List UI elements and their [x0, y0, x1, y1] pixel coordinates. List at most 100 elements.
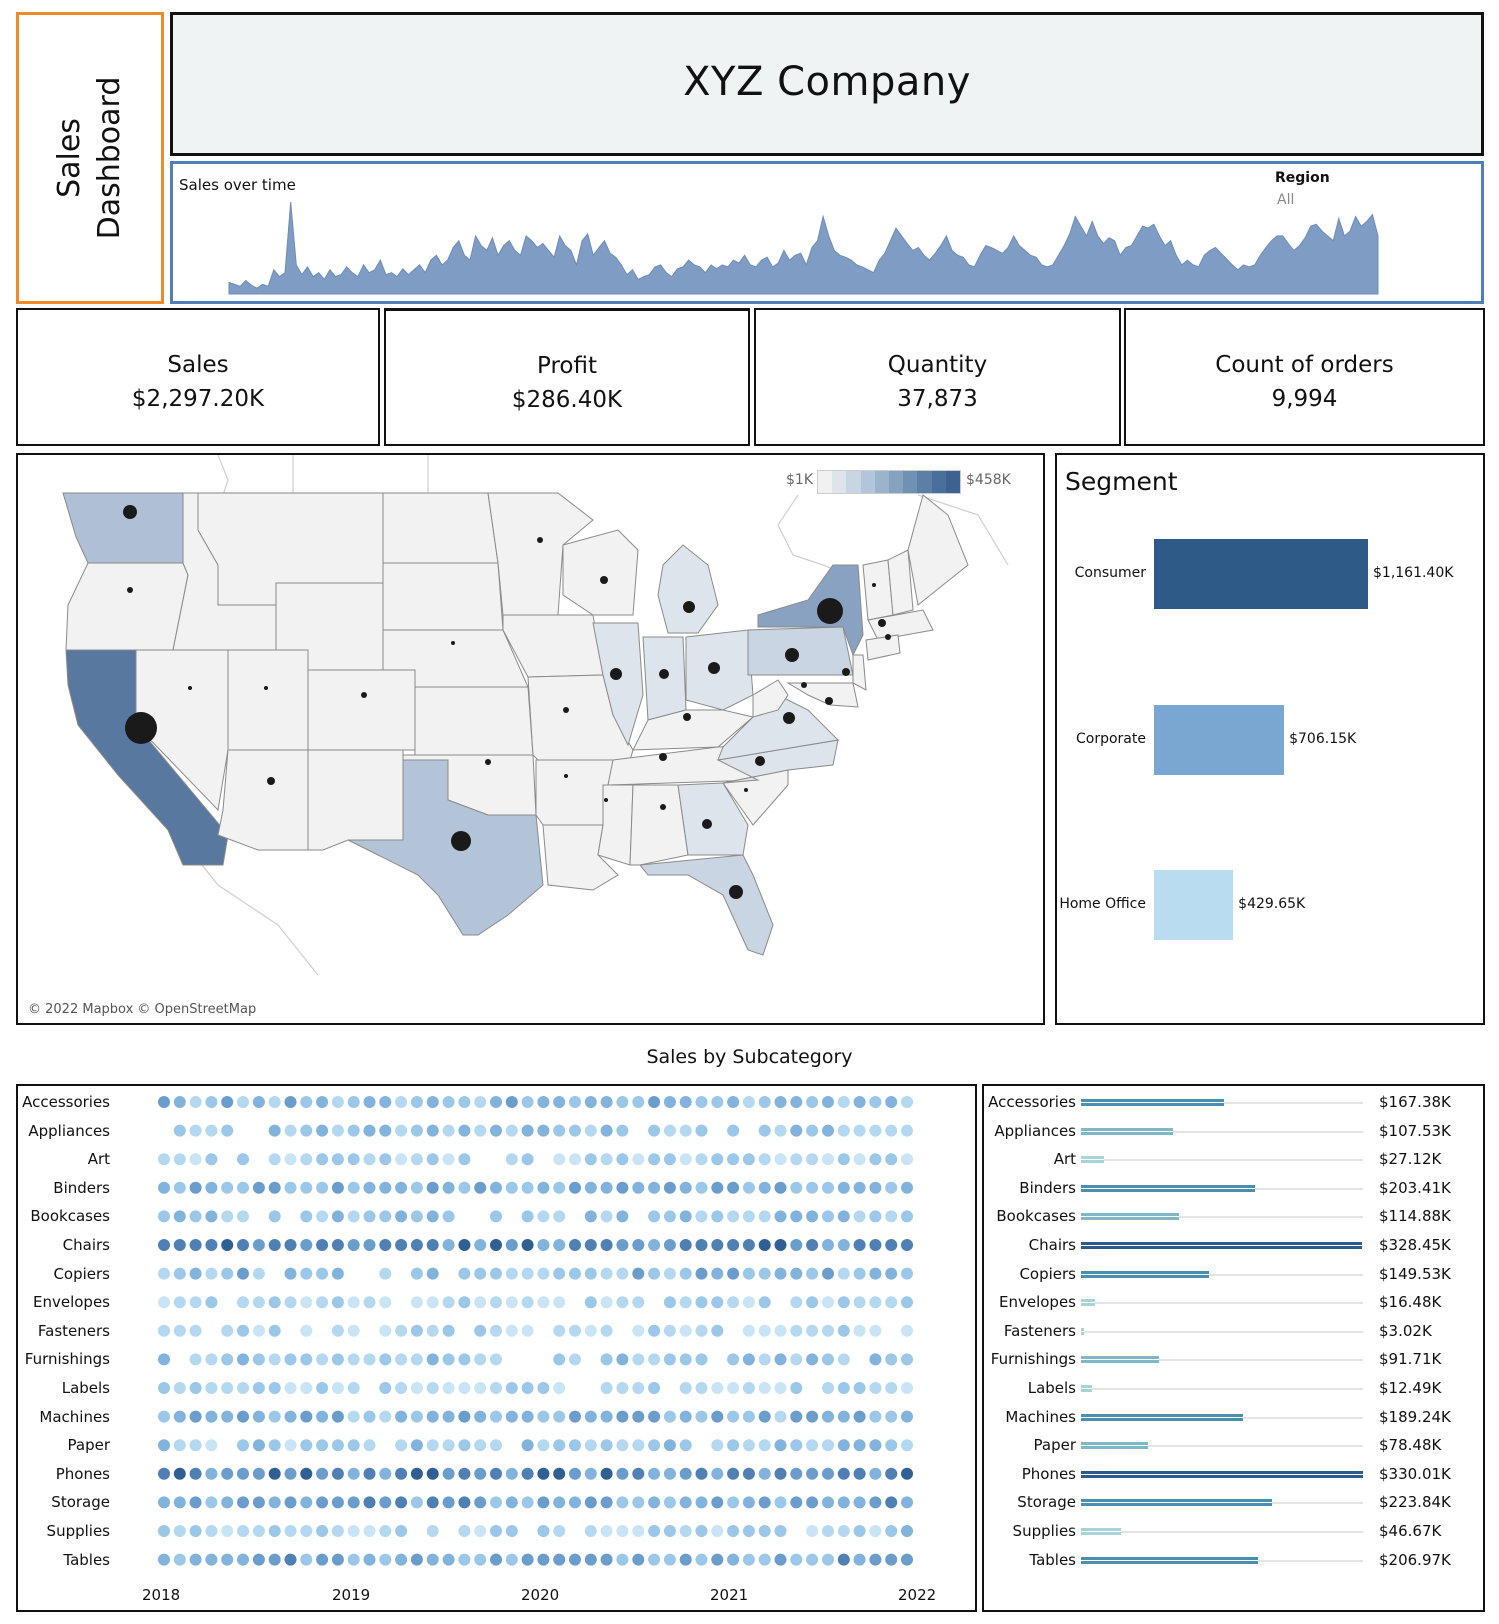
month-sales-dot[interactable] — [853, 1410, 866, 1423]
month-sales-dot[interactable] — [158, 1153, 170, 1166]
month-sales-dot[interactable] — [173, 1267, 186, 1280]
month-sales-dot[interactable] — [158, 1410, 170, 1423]
month-sales-dot[interactable] — [395, 1324, 408, 1337]
subcategory-bar[interactable] — [1081, 1270, 1209, 1278]
month-sales-dot[interactable] — [695, 1267, 708, 1280]
month-sales-dot[interactable] — [837, 1296, 850, 1309]
month-sales-dot[interactable] — [268, 1124, 281, 1137]
state-sales-marker[interactable] — [660, 804, 666, 810]
month-sales-dot[interactable] — [822, 1553, 834, 1566]
month-sales-dot[interactable] — [426, 1353, 439, 1366]
month-sales-dot[interactable] — [490, 1525, 502, 1537]
month-sales-dot[interactable] — [521, 1181, 534, 1194]
month-sales-dot[interactable] — [600, 1267, 613, 1280]
month-sales-dot[interactable] — [474, 1267, 487, 1280]
month-sales-dot[interactable] — [901, 1353, 913, 1366]
month-sales-dot[interactable] — [790, 1239, 803, 1251]
month-sales-dot[interactable] — [173, 1124, 186, 1137]
month-sales-dot[interactable] — [268, 1410, 281, 1423]
month-sales-dot[interactable] — [442, 1296, 455, 1309]
month-sales-dot[interactable] — [648, 1410, 661, 1423]
month-sales-dot[interactable] — [758, 1239, 771, 1251]
month-sales-dot[interactable] — [853, 1181, 866, 1194]
month-sales-dot[interactable] — [885, 1124, 898, 1137]
subcategory-bar[interactable] — [1081, 1413, 1243, 1421]
month-sales-dot[interactable] — [252, 1181, 265, 1194]
month-sales-dot[interactable] — [616, 1525, 629, 1537]
month-sales-dot[interactable] — [458, 1525, 471, 1537]
month-sales-dot[interactable] — [189, 1153, 202, 1166]
month-sales-dot[interactable] — [268, 1210, 281, 1223]
month-sales-dot[interactable] — [727, 1439, 740, 1452]
month-sales-dot[interactable] — [869, 1296, 882, 1309]
month-sales-dot[interactable] — [379, 1239, 392, 1251]
month-sales-dot[interactable] — [885, 1210, 898, 1223]
state-texas[interactable] — [347, 759, 544, 936]
month-sales-dot[interactable] — [458, 1181, 471, 1194]
month-sales-dot[interactable] — [727, 1239, 740, 1251]
month-sales-dot[interactable] — [395, 1496, 408, 1509]
month-sales-dot[interactable] — [663, 1410, 676, 1423]
subcategory-bar[interactable] — [1081, 1242, 1362, 1249]
month-sales-dot[interactable] — [790, 1324, 803, 1337]
month-sales-dot[interactable] — [569, 1124, 581, 1137]
month-sales-dot[interactable] — [490, 1296, 502, 1309]
month-sales-dot[interactable] — [331, 1525, 344, 1537]
month-sales-dot[interactable] — [221, 1382, 234, 1394]
month-sales-dot[interactable] — [331, 1096, 344, 1108]
state-new-mexico[interactable] — [307, 749, 404, 851]
month-sales-dot[interactable] — [774, 1525, 787, 1537]
month-sales-dot[interactable] — [727, 1124, 740, 1137]
month-sales-dot[interactable] — [410, 1324, 423, 1337]
state-sales-marker[interactable] — [451, 831, 471, 851]
month-sales-dot[interactable] — [616, 1496, 629, 1509]
month-sales-dot[interactable] — [837, 1353, 850, 1366]
month-sales-dot[interactable] — [158, 1496, 170, 1509]
month-sales-dot[interactable] — [837, 1239, 850, 1251]
month-sales-dot[interactable] — [853, 1496, 866, 1509]
month-sales-dot[interactable] — [885, 1525, 898, 1537]
month-sales-dot[interactable] — [537, 1124, 550, 1137]
month-sales-dot[interactable] — [569, 1410, 581, 1423]
segment-bar[interactable] — [1154, 870, 1234, 940]
state-sales-marker[interactable] — [659, 669, 669, 679]
month-sales-dot[interactable] — [474, 1439, 487, 1452]
month-sales-dot[interactable] — [695, 1496, 708, 1509]
month-sales-dot[interactable] — [742, 1210, 755, 1223]
month-sales-dot[interactable] — [284, 1382, 297, 1394]
month-sales-dot[interactable] — [268, 1353, 281, 1366]
month-sales-dot[interactable] — [663, 1525, 676, 1537]
month-sales-dot[interactable] — [331, 1382, 344, 1394]
month-sales-dot[interactable] — [363, 1096, 376, 1108]
month-sales-dot[interactable] — [537, 1439, 550, 1452]
month-sales-dot[interactable] — [774, 1267, 787, 1280]
month-sales-dot[interactable] — [742, 1382, 755, 1394]
month-sales-dot[interactable] — [505, 1467, 518, 1480]
month-sales-dot[interactable] — [173, 1410, 186, 1423]
month-sales-dot[interactable] — [490, 1267, 502, 1280]
month-sales-dot[interactable] — [869, 1439, 882, 1452]
state-pennsylvania[interactable] — [747, 626, 854, 676]
month-sales-dot[interactable] — [853, 1439, 866, 1452]
month-sales-dot[interactable] — [474, 1382, 487, 1394]
month-sales-dot[interactable] — [758, 1296, 771, 1309]
month-sales-dot[interactable] — [632, 1525, 645, 1537]
subcategory-bar[interactable] — [1081, 1299, 1096, 1307]
month-sales-dot[interactable] — [331, 1410, 344, 1423]
state-kansas[interactable] — [414, 686, 534, 756]
month-sales-dot[interactable] — [758, 1553, 771, 1566]
month-sales-dot[interactable] — [822, 1210, 834, 1223]
month-sales-dot[interactable] — [537, 1382, 550, 1394]
month-sales-dot[interactable] — [584, 1525, 597, 1537]
month-sales-dot[interactable] — [379, 1353, 392, 1366]
month-sales-dot[interactable] — [521, 1096, 534, 1108]
month-sales-dot[interactable] — [300, 1553, 313, 1566]
state-florida[interactable] — [639, 854, 774, 956]
month-sales-dot[interactable] — [774, 1239, 787, 1251]
month-sales-dot[interactable] — [679, 1096, 692, 1108]
month-sales-dot[interactable] — [363, 1439, 376, 1452]
month-sales-dot[interactable] — [901, 1525, 913, 1537]
subcategory-bar[interactable] — [1081, 1385, 1092, 1392]
month-sales-dot[interactable] — [742, 1324, 755, 1337]
month-sales-dot[interactable] — [268, 1181, 281, 1194]
